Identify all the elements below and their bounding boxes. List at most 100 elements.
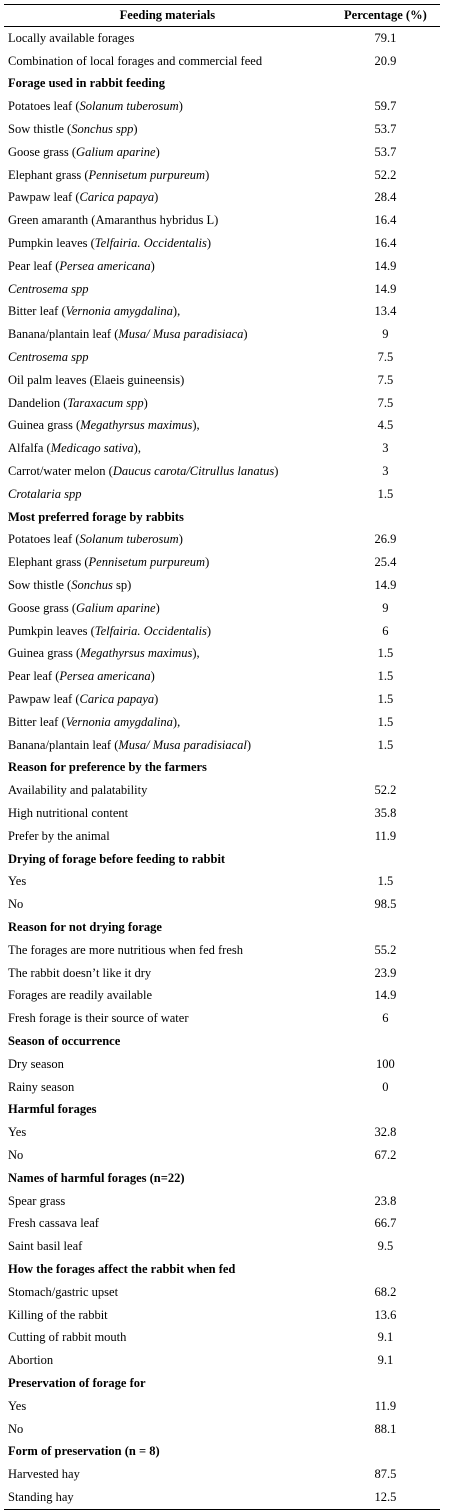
cell-text: ),: [192, 646, 200, 661]
cell-text: Reason for preference by the farmers: [8, 760, 207, 775]
percentage-cell: 9: [382, 327, 389, 342]
cell-text: ): [155, 600, 160, 615]
cell-text: Guinea grass (: [8, 646, 81, 661]
feeding-material-cell: Goose grass (Galium aparine): [4, 141, 331, 164]
percentage-cell: 4.5: [377, 418, 394, 433]
table-row: Pear leaf (Persea americana) 14.9: [4, 255, 440, 278]
table-row: Centrosema spp 7.5: [4, 346, 440, 369]
percentage-cell: 7.5: [377, 372, 394, 387]
header-row: Feeding materials Percentage (%): [4, 4, 440, 27]
feeding-material-cell: Pumpkin leaves (Telfairia. Occidentalis): [4, 232, 331, 255]
feeding-material-cell: Yes: [4, 870, 331, 893]
feeding-material-cell: Cutting of rabbit mouth: [4, 1326, 331, 1349]
feeding-material-cell: Banana/plantain leaf (Musa/ Musa paradis…: [4, 734, 331, 757]
percentage-cell: 1.5: [377, 692, 394, 706]
section-title-cell: Drying of forage before feeding to rabbi…: [4, 848, 331, 871]
percentage-cell: 11.9: [374, 828, 397, 843]
table-row: Sow thistle (Sonchus sp) 14.9: [4, 574, 440, 597]
cell-text: Dry season: [8, 1056, 64, 1071]
cell-text: Dandelion (: [8, 395, 68, 410]
table-row: Standing hay 12.5: [4, 1486, 440, 1510]
scientific-name-text: Megathyrsus maximus: [80, 646, 193, 661]
feeding-material-cell: Forages are readily available: [4, 984, 331, 1007]
percentage-cell: 11.9: [374, 1398, 397, 1413]
percentage-cell: 32.8: [374, 1125, 397, 1140]
percentage-cell: 23.9: [374, 965, 397, 980]
percentage-cell: 52.2: [374, 783, 397, 798]
feeding-material-cell: Stomach/gastric upset: [4, 1281, 331, 1304]
scientific-name-text: Sonchus: [71, 578, 113, 593]
cell-text: Pear leaf (: [8, 669, 60, 684]
cell-text: Pumpkin leaves (: [8, 236, 95, 251]
percentage-cell: 1.5: [377, 737, 394, 752]
cell-text: Yes: [8, 874, 27, 889]
cell-text: High nutritional content: [8, 805, 129, 820]
section-title-cell: Preservation of forage for: [4, 1372, 331, 1395]
percentage-cell: [331, 1258, 440, 1281]
percentage-cell: 1.5: [377, 669, 394, 684]
section-header-row: How the forages affect the rabbit when f…: [4, 1258, 440, 1281]
cell-text: Carrot/water melon (: [8, 464, 113, 479]
percentage-cell: [331, 757, 440, 780]
cell-text: ): [133, 122, 138, 137]
cell-text: How the forages affect the rabbit when f…: [8, 1261, 236, 1276]
table-row: Potatoes leaf (Solanum tuberosum) 59.7: [4, 95, 440, 118]
feeding-material-cell: Pear leaf (Persea americana): [4, 255, 331, 278]
percentage-cell: 53.7: [374, 122, 397, 137]
scientific-name-text: Musa/ Musa paradisiaca: [118, 327, 244, 342]
feeding-material-cell: The forages are more nutritious when fed…: [4, 939, 331, 962]
feeding-material-cell: No: [4, 1144, 331, 1167]
table-row: Fresh cassava leaf 66.7: [4, 1212, 440, 1235]
feeding-material-cell: Combination of local forages and commerc…: [4, 50, 331, 73]
table-row: Prefer by the animal 11.9: [4, 825, 440, 848]
scientific-name-text: Vernonia amygdalina: [65, 714, 173, 729]
cell-text: Most preferred forage by rabbits: [8, 509, 184, 524]
cell-text: Spear grass: [8, 1193, 66, 1208]
cell-text: Form of preservation (n = 8): [8, 1444, 160, 1459]
feeding-material-cell: High nutritional content: [4, 802, 331, 825]
percentage-cell: 26.9: [374, 532, 397, 547]
cell-text: Sow thistle (: [8, 122, 72, 137]
feeding-material-cell: Oil palm leaves (Elaeis guineensis): [4, 369, 331, 392]
table-row: Harvested hay 87.5: [4, 1463, 440, 1486]
scientific-name-text: Telfairia. Occidentalis: [94, 236, 207, 251]
cell-text: Banana/plantain leaf (: [8, 327, 119, 342]
table-row: Abortion 9.1: [4, 1349, 440, 1372]
feeding-material-cell: Prefer by the animal: [4, 825, 331, 848]
table-row: High nutritional content 35.8: [4, 802, 440, 825]
percentage-cell: 16.4: [374, 236, 397, 251]
percentage-cell: 9.5: [377, 1239, 394, 1254]
feeding-materials-table: Feeding materials Percentage (%) Locally…: [4, 4, 440, 1510]
section-title-cell: Reason for preference by the farmers: [4, 757, 331, 780]
table-row: Pawpaw leaf (Carica papaya) 1.5: [4, 688, 440, 711]
cell-text: Availability and palatability: [8, 783, 148, 798]
table-row: No 67.2: [4, 1144, 440, 1167]
percentage-cell: 1.5: [377, 486, 394, 501]
table-row: Elephant grass (Pennisetum purpureum) 25.…: [4, 551, 440, 574]
cell-text: Forages are readily available: [8, 988, 153, 1003]
cell-text: Goose grass (: [8, 144, 77, 159]
table-row: Goose grass (Galium aparine) 53.7: [4, 141, 440, 164]
percentage-cell: 1.5: [377, 874, 394, 889]
table-row: Rainy season 0: [4, 1076, 440, 1099]
feeding-material-cell: The rabbit doesn’t like it dry: [4, 962, 331, 985]
cell-text: Fresh forage is their source of water: [8, 1011, 189, 1026]
cell-text: Standing hay: [8, 1489, 74, 1504]
cell-text: Pear leaf (: [8, 258, 60, 273]
percentage-cell: 7.5: [377, 350, 394, 365]
cell-text: Fresh cassava leaf: [8, 1216, 99, 1231]
percentage-cell: 14.9: [374, 578, 397, 593]
cell-text: Guinea grass (: [8, 418, 81, 433]
cell-text: Alfalfa (: [8, 441, 51, 456]
percentage-cell: 28.4: [374, 190, 397, 205]
percentage-cell: 53.7: [374, 144, 397, 159]
percentage-cell: 20.9: [374, 53, 397, 68]
scientific-name-text: Carica papaya: [79, 190, 155, 205]
cell-text: The forages are more nutritious when fed…: [8, 942, 243, 957]
percentage-cell: 79.1: [374, 30, 397, 45]
cell-text: ): [178, 99, 183, 114]
cell-text: ),: [192, 418, 200, 433]
cell-text: Banana/plantain leaf (: [8, 737, 119, 752]
percentage-cell: [331, 916, 440, 939]
feeding-material-cell: Centrosema spp: [4, 346, 331, 369]
